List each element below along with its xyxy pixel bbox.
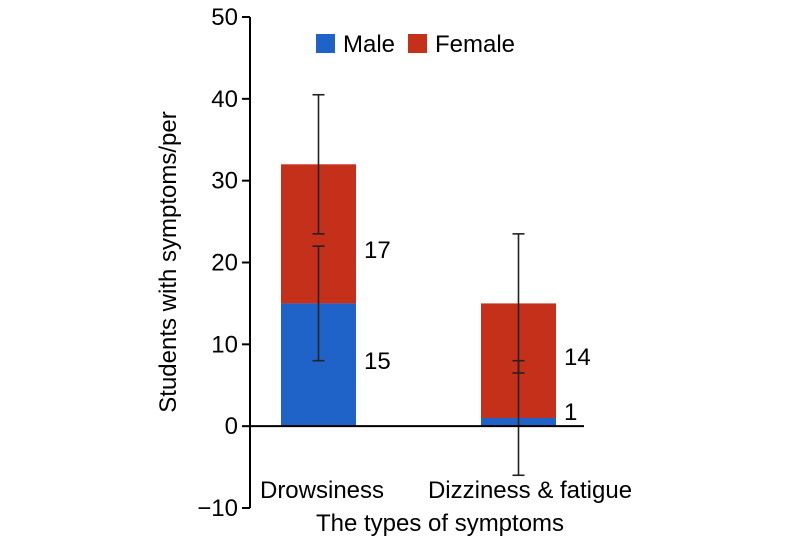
y-tick-label-6: 50 (211, 4, 238, 31)
legend: Male Female (316, 31, 515, 58)
y-tick-label-2: 10 (211, 331, 238, 358)
y-tick-label-3: 20 (211, 250, 238, 277)
x-axis-title: The types of symptoms (316, 510, 564, 537)
data-label-female-0: 17 (364, 237, 391, 264)
y-ticks: −10 0 10 20 30 40 50 (197, 4, 250, 522)
legend-swatch-female (408, 34, 427, 53)
legend-label-male: Male (343, 31, 395, 58)
legend-label-female: Female (435, 31, 515, 58)
y-tick-label-1: 0 (225, 413, 238, 440)
data-label-female-1: 14 (564, 344, 591, 371)
data-labels: 15 17 1 14 (364, 237, 591, 426)
y-axis-title: Students with symptoms/per (155, 111, 182, 412)
data-label-male-1: 1 (564, 399, 577, 426)
y-tick-label-5: 40 (211, 86, 238, 113)
y-tick-label-0: −10 (197, 495, 238, 522)
bars-layer (281, 164, 556, 427)
legend-swatch-male (316, 34, 335, 53)
data-label-male-0: 15 (364, 348, 391, 375)
x-category-label-0: Drowsiness (260, 477, 384, 504)
x-category-label-1: Dizziness & fatigue (428, 477, 632, 504)
y-tick-label-4: 30 (211, 168, 238, 195)
x-category-labels: Drowsiness Dizziness & fatigue (260, 477, 632, 504)
error-bars-layer (312, 93, 525, 477)
